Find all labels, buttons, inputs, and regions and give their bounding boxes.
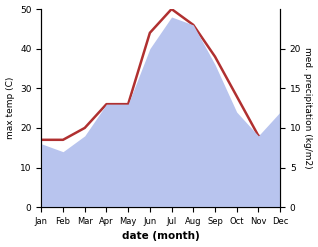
Y-axis label: max temp (C): max temp (C): [5, 77, 15, 139]
X-axis label: date (month): date (month): [122, 231, 200, 242]
Y-axis label: med. precipitation (kg/m2): med. precipitation (kg/m2): [303, 47, 313, 169]
